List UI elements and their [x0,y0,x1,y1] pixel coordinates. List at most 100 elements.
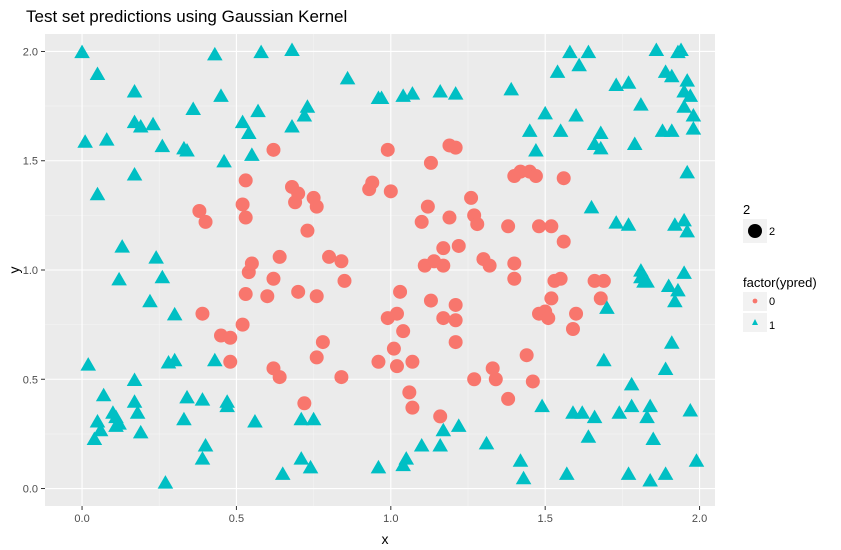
data-point-circle [272,249,287,264]
data-point-circle [423,293,438,308]
data-point-triangle [95,387,112,402]
data-point-circle [569,306,584,321]
data-point-circle [556,234,571,249]
data-point-triangle [108,418,124,432]
data-point-circle [565,322,580,336]
data-point-circle [309,350,324,365]
data-point-triangle [599,300,615,314]
data-point-triangle [667,293,683,308]
data-point-circle [436,311,451,326]
data-point-circle [451,238,466,253]
data-point-triangle [679,223,696,238]
data-point-triangle [89,413,106,428]
data-point-circle [448,313,463,328]
data-point-triangle [537,105,553,120]
data-point-triangle [157,475,174,489]
data-point-triangle [126,84,143,98]
data-point-triangle [633,97,649,111]
data-point-triangle [435,422,452,437]
data-point-triangle [676,265,692,279]
data-point-triangle [642,472,658,487]
data-point-triangle [663,123,680,137]
data-point-triangle [142,293,158,308]
x-axis-ticks: 0.0 0.5 1.0 1.5 2.0 [74,506,707,525]
data-point-circle [448,297,463,312]
data-point-triangle [92,422,109,437]
data-point-triangle [580,44,597,59]
data-point-circle [532,219,547,234]
data-point-triangle [657,466,674,480]
data-point-circle [442,210,457,225]
data-point-triangle [515,470,532,485]
data-point-triangle [166,306,183,321]
data-point-triangle [98,132,115,146]
data-point-triangle [89,66,106,81]
data-point-circle [380,142,395,157]
y-tick-label: 0.5 [23,374,38,386]
data-point-triangle [592,125,609,140]
data-point-triangle [568,108,584,122]
data-point-triangle [160,354,177,369]
data-point-triangle [679,164,696,179]
data-point-circle [414,214,429,229]
data-point-triangle [685,108,702,122]
x-tick-label: 0.0 [74,513,89,525]
data-point-circle [235,197,250,212]
y-axis-ticks: 0.0 0.5 1.0 1.5 2.0 [23,46,45,496]
data-point-circle [386,341,401,356]
data-point-circle [260,289,275,304]
data-point-triangle [194,392,211,406]
data-point-triangle [608,215,624,229]
data-point-triangle [685,121,702,135]
data-point-triangle [213,88,229,102]
data-point-triangle [663,68,680,83]
data-point-triangle [216,153,232,168]
legend-color-title: factor(ypred) [743,275,817,290]
data-point-triangle [552,123,569,137]
data-point-triangle [620,217,637,231]
data-point-triangle [129,405,146,419]
data-point-circle [238,210,253,225]
x-axis-title: x [382,531,389,547]
data-point-circle [488,372,503,387]
data-point-triangle [676,99,692,113]
data-points [74,42,705,489]
data-point-triangle [571,57,587,72]
data-point-triangle [247,413,263,428]
data-point-circle [507,256,522,271]
data-point-triangle [219,394,235,408]
data-point-triangle [432,438,449,452]
data-point-circle [467,372,482,387]
data-point-circle [556,171,571,186]
data-point-triangle [207,46,223,61]
y-axis-title: y [6,267,22,274]
data-point-triangle [667,217,683,231]
data-point-triangle [126,394,143,408]
data-point-triangle [657,361,674,376]
data-point-triangle [274,466,291,480]
data-point-circle [192,204,207,218]
data-point-circle [371,354,386,369]
data-point-triangle [608,77,624,91]
data-point-circle [309,289,324,304]
data-point-triangle [623,398,640,413]
data-point-circle [501,219,516,234]
data-point-triangle [253,44,269,59]
data-point-circle [482,258,497,273]
data-point-triangle [111,271,127,286]
data-point-triangle [234,114,251,129]
data-point-triangle [620,466,637,480]
data-point-circle [405,354,420,369]
data-point-triangle [432,84,449,98]
data-point-triangle [145,116,161,131]
data-point-circle [544,291,559,306]
data-point-circle [266,271,281,286]
data-point-triangle [648,42,665,56]
data-point-triangle [512,453,529,467]
legend-size-dot [748,224,762,238]
data-point-circle [448,140,463,155]
x-tick-label: 1.0 [383,513,398,525]
data-point-triangle [176,411,192,426]
data-point-circle [420,199,435,214]
data-point-triangle [626,136,643,150]
